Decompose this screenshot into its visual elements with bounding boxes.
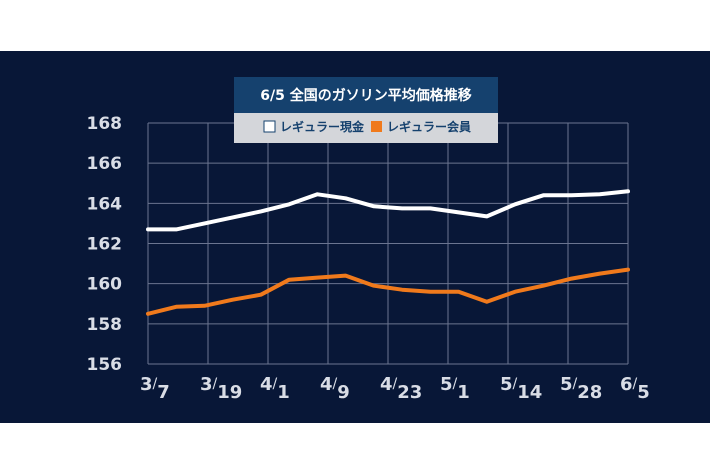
y-tick-label: 158 bbox=[87, 315, 123, 335]
y-tick-label: 168 bbox=[87, 114, 123, 134]
x-tick-label: 6/5 bbox=[620, 374, 650, 403]
x-tick-label: 3/7 bbox=[140, 374, 170, 403]
chart-panel: 156 158 160 162 164 166 168 3/7 3/19 4/1 4/9 4/23 5… bbox=[0, 51, 710, 423]
line-chart: 156 158 160 162 164 166 168 3/7 3/19 4/1 4/9 4/23 5… bbox=[87, 77, 650, 403]
x-tick-label: 4/1 bbox=[260, 374, 290, 403]
x-tick-label: 4/9 bbox=[320, 374, 350, 403]
legend-label-member: レギュラー会員 bbox=[387, 119, 471, 134]
series-lines bbox=[146, 189, 630, 316]
x-tick-label: 3/19 bbox=[200, 374, 242, 403]
x-tick-label: 4/23 bbox=[380, 374, 422, 403]
x-tick-label: 5/28 bbox=[560, 374, 602, 403]
x-axis-ticks: 3/7 3/19 4/1 4/9 4/23 5/1 5/14 5/28 6/5 bbox=[140, 374, 650, 403]
y-tick-label: 166 bbox=[87, 154, 123, 174]
legend-swatch-cash bbox=[263, 120, 276, 133]
y-tick-label: 156 bbox=[87, 355, 123, 375]
series-line-1 bbox=[146, 267, 630, 316]
x-tick-label: 5/1 bbox=[440, 374, 470, 403]
legend: レギュラー現金 レギュラー会員 bbox=[234, 113, 498, 143]
x-tick-label: 5/14 bbox=[500, 374, 542, 403]
legend-label-cash: レギュラー現金 bbox=[280, 119, 365, 134]
y-axis-ticks: 156 158 160 162 164 166 168 bbox=[87, 114, 123, 375]
y-tick-label: 164 bbox=[87, 194, 123, 214]
legend-swatch-member bbox=[371, 121, 382, 132]
y-tick-label: 162 bbox=[87, 235, 123, 255]
series-line-0 bbox=[146, 189, 630, 232]
grid bbox=[147, 122, 629, 365]
title-background bbox=[234, 77, 498, 113]
y-tick-label: 160 bbox=[87, 275, 123, 295]
chart-title: 6/5 全国のガソリン平均価格推移 bbox=[260, 87, 471, 104]
legend-background bbox=[234, 113, 498, 143]
chart-title-box: 6/5 全国のガソリン平均価格推移 bbox=[234, 77, 498, 113]
